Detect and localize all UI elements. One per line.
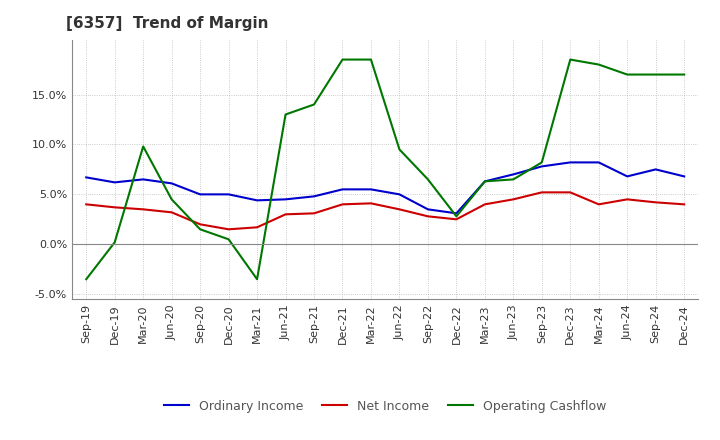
Ordinary Income — [110, 180, 119, 185]
Ordinary Income — [623, 174, 631, 179]
Ordinary Income — [196, 192, 204, 197]
Operating Cashflow — [595, 62, 603, 67]
Net Income — [110, 205, 119, 210]
Net Income — [139, 207, 148, 212]
Net Income — [537, 190, 546, 195]
Ordinary Income — [509, 172, 518, 177]
Net Income — [253, 225, 261, 230]
Text: [6357]  Trend of Margin: [6357] Trend of Margin — [66, 16, 269, 32]
Operating Cashflow — [82, 277, 91, 282]
Net Income — [566, 190, 575, 195]
Ordinary Income — [139, 177, 148, 182]
Operating Cashflow — [623, 72, 631, 77]
Ordinary Income — [452, 211, 461, 216]
Net Income — [652, 200, 660, 205]
Ordinary Income — [480, 179, 489, 184]
Net Income — [366, 201, 375, 206]
Ordinary Income — [282, 197, 290, 202]
Operating Cashflow — [537, 160, 546, 165]
Operating Cashflow — [366, 57, 375, 62]
Net Income — [395, 207, 404, 212]
Operating Cashflow — [253, 277, 261, 282]
Operating Cashflow — [395, 147, 404, 152]
Net Income — [509, 197, 518, 202]
Ordinary Income — [366, 187, 375, 192]
Operating Cashflow — [452, 214, 461, 219]
Ordinary Income — [652, 167, 660, 172]
Ordinary Income — [423, 207, 432, 212]
Net Income — [480, 202, 489, 207]
Ordinary Income — [253, 198, 261, 203]
Operating Cashflow — [225, 237, 233, 242]
Ordinary Income — [537, 164, 546, 169]
Operating Cashflow — [480, 179, 489, 184]
Ordinary Income — [167, 181, 176, 186]
Net Income — [310, 211, 318, 216]
Operating Cashflow — [652, 72, 660, 77]
Line: Operating Cashflow: Operating Cashflow — [86, 59, 684, 279]
Ordinary Income — [680, 174, 688, 179]
Line: Ordinary Income: Ordinary Income — [86, 162, 684, 213]
Operating Cashflow — [680, 72, 688, 77]
Ordinary Income — [338, 187, 347, 192]
Ordinary Income — [225, 192, 233, 197]
Net Income — [82, 202, 91, 207]
Operating Cashflow — [110, 240, 119, 245]
Operating Cashflow — [139, 144, 148, 149]
Net Income — [423, 214, 432, 219]
Line: Net Income: Net Income — [86, 192, 684, 229]
Net Income — [282, 212, 290, 217]
Ordinary Income — [566, 160, 575, 165]
Ordinary Income — [595, 160, 603, 165]
Net Income — [196, 222, 204, 227]
Net Income — [452, 216, 461, 222]
Ordinary Income — [310, 194, 318, 199]
Net Income — [338, 202, 347, 207]
Net Income — [680, 202, 688, 207]
Net Income — [595, 202, 603, 207]
Ordinary Income — [395, 192, 404, 197]
Operating Cashflow — [282, 112, 290, 117]
Operating Cashflow — [310, 102, 318, 107]
Net Income — [167, 210, 176, 215]
Ordinary Income — [82, 175, 91, 180]
Operating Cashflow — [167, 197, 176, 202]
Operating Cashflow — [423, 177, 432, 182]
Net Income — [225, 227, 233, 232]
Operating Cashflow — [338, 57, 347, 62]
Operating Cashflow — [509, 177, 518, 182]
Legend: Ordinary Income, Net Income, Operating Cashflow: Ordinary Income, Net Income, Operating C… — [159, 395, 611, 418]
Net Income — [623, 197, 631, 202]
Operating Cashflow — [196, 227, 204, 232]
Operating Cashflow — [566, 57, 575, 62]
